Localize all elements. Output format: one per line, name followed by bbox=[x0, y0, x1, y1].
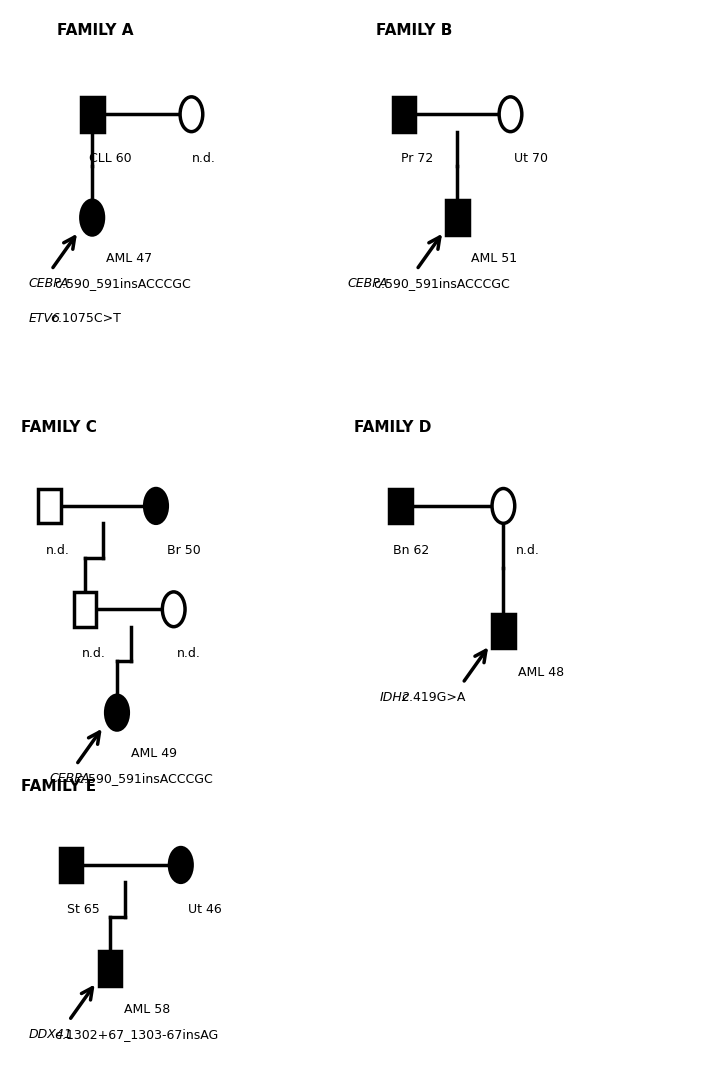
Text: FAMILY B: FAMILY B bbox=[376, 23, 452, 38]
Text: n.d.: n.d. bbox=[191, 152, 216, 165]
Text: n.d.: n.d. bbox=[177, 647, 201, 660]
Text: FAMILY E: FAMILY E bbox=[21, 779, 96, 794]
Text: Pr 72: Pr 72 bbox=[401, 152, 432, 165]
Bar bbox=[74, 592, 96, 627]
Text: CLL 60: CLL 60 bbox=[89, 152, 131, 165]
Bar bbox=[389, 489, 412, 523]
Text: n.d.: n.d. bbox=[82, 647, 106, 660]
Text: CEBPA: CEBPA bbox=[50, 772, 90, 786]
Circle shape bbox=[180, 97, 203, 132]
Bar bbox=[446, 200, 469, 235]
Bar bbox=[99, 951, 121, 986]
Text: AML 58: AML 58 bbox=[124, 1003, 170, 1016]
Circle shape bbox=[162, 592, 185, 627]
Circle shape bbox=[499, 97, 522, 132]
Text: Br 50: Br 50 bbox=[167, 544, 201, 557]
Text: St 65: St 65 bbox=[67, 903, 100, 916]
Circle shape bbox=[81, 200, 104, 235]
Text: FAMILY A: FAMILY A bbox=[57, 23, 133, 38]
Text: c.590_591insACCCGC: c.590_591insACCCGC bbox=[52, 277, 191, 290]
Text: c.590_591insACCCGC: c.590_591insACCCGC bbox=[72, 772, 213, 786]
Circle shape bbox=[492, 489, 515, 523]
Text: AML 49: AML 49 bbox=[131, 747, 177, 761]
Text: Bn 62: Bn 62 bbox=[393, 544, 430, 557]
Text: IDH2: IDH2 bbox=[379, 691, 410, 704]
Text: c.419G>A: c.419G>A bbox=[398, 691, 465, 704]
Text: Ut 46: Ut 46 bbox=[188, 903, 222, 916]
Text: DDX41: DDX41 bbox=[28, 1028, 72, 1041]
Text: ETV6: ETV6 bbox=[28, 312, 60, 325]
Bar bbox=[492, 614, 515, 648]
Text: AML 48: AML 48 bbox=[518, 666, 564, 679]
Text: Ut 70: Ut 70 bbox=[514, 152, 548, 165]
Text: AML 47: AML 47 bbox=[106, 252, 152, 265]
Text: c.1075C>T: c.1075C>T bbox=[47, 312, 121, 325]
Text: AML 51: AML 51 bbox=[471, 252, 518, 265]
Text: CEBPA: CEBPA bbox=[347, 277, 388, 290]
Text: c.1302+67_1303-67insAG: c.1302+67_1303-67insAG bbox=[52, 1028, 218, 1041]
Text: n.d.: n.d. bbox=[46, 544, 70, 557]
Text: n.d.: n.d. bbox=[516, 544, 540, 557]
Bar bbox=[60, 848, 82, 882]
Text: CEBPA: CEBPA bbox=[28, 277, 69, 290]
Bar bbox=[393, 97, 415, 132]
Text: FAMILY D: FAMILY D bbox=[354, 420, 432, 435]
Bar bbox=[81, 97, 104, 132]
Text: FAMILY C: FAMILY C bbox=[21, 420, 97, 435]
Circle shape bbox=[106, 695, 128, 730]
Bar bbox=[38, 489, 61, 523]
Text: c.590_591insACCCGC: c.590_591insACCCGC bbox=[370, 277, 510, 290]
Circle shape bbox=[145, 489, 167, 523]
Circle shape bbox=[169, 848, 192, 882]
